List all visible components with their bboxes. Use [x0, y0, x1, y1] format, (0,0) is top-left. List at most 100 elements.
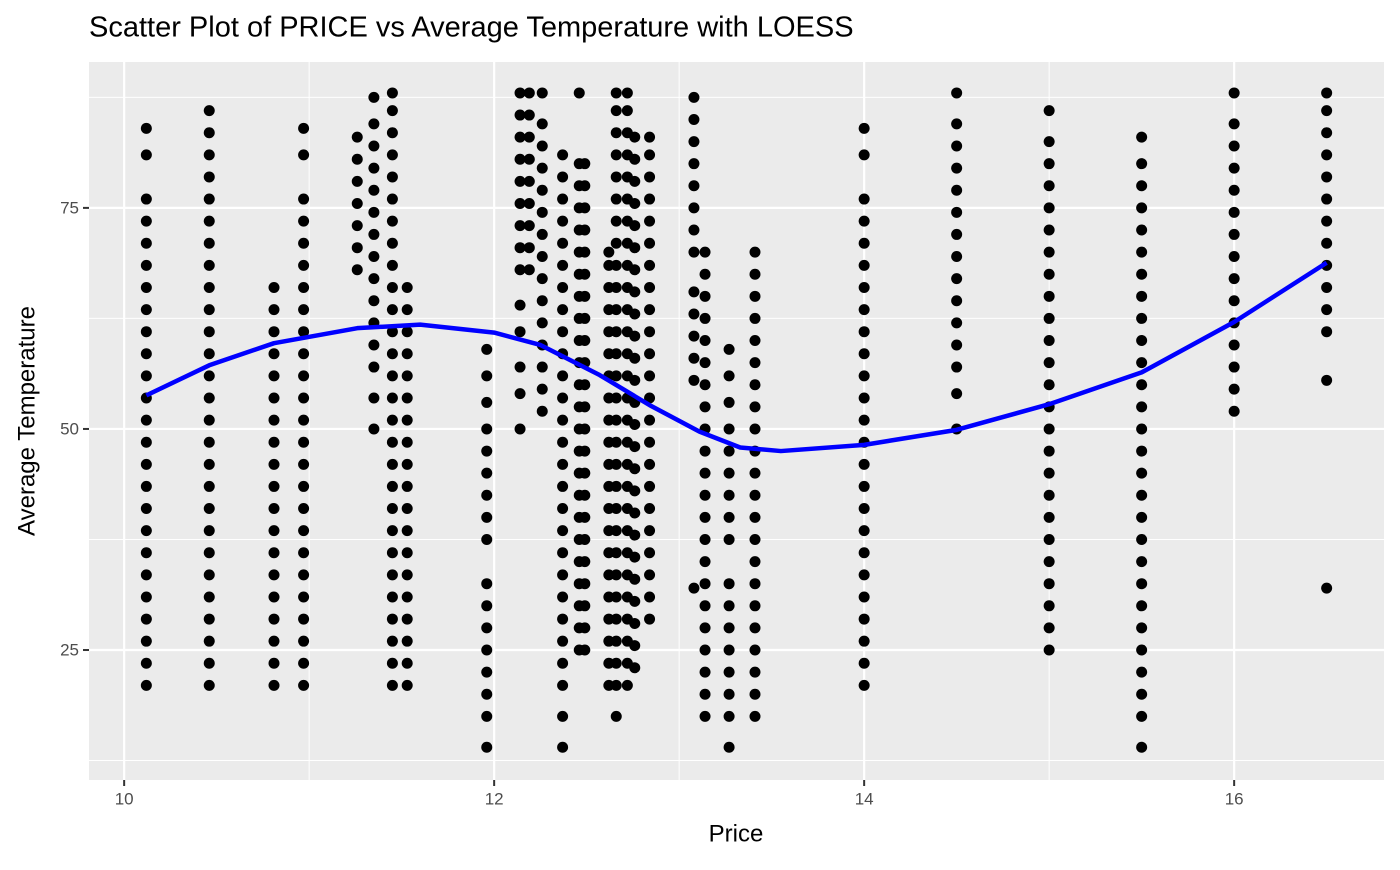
point [644, 281, 656, 293]
point [858, 613, 870, 625]
point [557, 525, 569, 537]
point [140, 326, 152, 338]
point [203, 193, 215, 205]
point [1136, 600, 1148, 612]
point [1043, 268, 1055, 280]
point [386, 193, 398, 205]
point [523, 109, 535, 121]
point [298, 657, 310, 669]
point [699, 666, 711, 678]
point [723, 600, 735, 612]
point [1321, 149, 1333, 161]
point [557, 613, 569, 625]
point [140, 657, 152, 669]
point [688, 113, 700, 125]
point [140, 304, 152, 316]
point [699, 489, 711, 501]
point [629, 264, 641, 276]
point [579, 268, 591, 280]
point [749, 666, 761, 678]
point [579, 622, 591, 634]
point [629, 374, 641, 386]
point [268, 613, 280, 625]
point [140, 679, 152, 691]
point [699, 511, 711, 523]
x-axis-title: Price [709, 820, 764, 847]
point [1043, 511, 1055, 523]
point [579, 533, 591, 545]
point [298, 480, 310, 492]
point [1136, 246, 1148, 258]
point [368, 118, 380, 130]
point [557, 215, 569, 227]
point [1136, 158, 1148, 170]
point [723, 489, 735, 501]
point [1136, 710, 1148, 722]
point [699, 357, 711, 369]
point [951, 162, 963, 174]
point [603, 246, 615, 258]
point [1136, 357, 1148, 369]
point [749, 290, 761, 302]
point [1136, 290, 1148, 302]
point [629, 175, 641, 187]
point [140, 193, 152, 205]
point [557, 281, 569, 293]
point [1043, 180, 1055, 192]
point [1228, 228, 1240, 240]
point [386, 436, 398, 448]
point [368, 91, 380, 103]
point [536, 87, 548, 99]
point [1043, 533, 1055, 545]
point [858, 392, 870, 404]
point [481, 511, 493, 523]
point [401, 569, 413, 581]
point [610, 436, 622, 448]
point [523, 220, 535, 232]
point [351, 264, 363, 276]
point [401, 679, 413, 691]
point [610, 657, 622, 669]
point [386, 613, 398, 625]
point [203, 414, 215, 426]
point [298, 613, 310, 625]
point [1043, 600, 1055, 612]
point [858, 149, 870, 161]
point [858, 281, 870, 293]
point [579, 290, 591, 302]
point [298, 503, 310, 515]
point [1321, 193, 1333, 205]
point [140, 281, 152, 293]
point [610, 503, 622, 515]
point [268, 591, 280, 603]
point [298, 525, 310, 537]
point [858, 237, 870, 249]
point [140, 149, 152, 161]
point [610, 215, 622, 227]
point [557, 392, 569, 404]
point [481, 423, 493, 435]
point [644, 392, 656, 404]
point [386, 458, 398, 470]
point [688, 158, 700, 170]
point [203, 105, 215, 117]
point [514, 264, 526, 276]
point [1043, 622, 1055, 634]
point [629, 529, 641, 541]
point [140, 436, 152, 448]
point [1321, 237, 1333, 249]
point [298, 458, 310, 470]
point [536, 206, 548, 218]
point [688, 202, 700, 214]
point [140, 547, 152, 559]
point [858, 679, 870, 691]
point [481, 489, 493, 501]
point [368, 295, 380, 307]
point [1136, 666, 1148, 678]
point [749, 533, 761, 545]
point [951, 388, 963, 400]
point [557, 171, 569, 183]
point [723, 445, 735, 457]
point [203, 392, 215, 404]
point [140, 458, 152, 470]
